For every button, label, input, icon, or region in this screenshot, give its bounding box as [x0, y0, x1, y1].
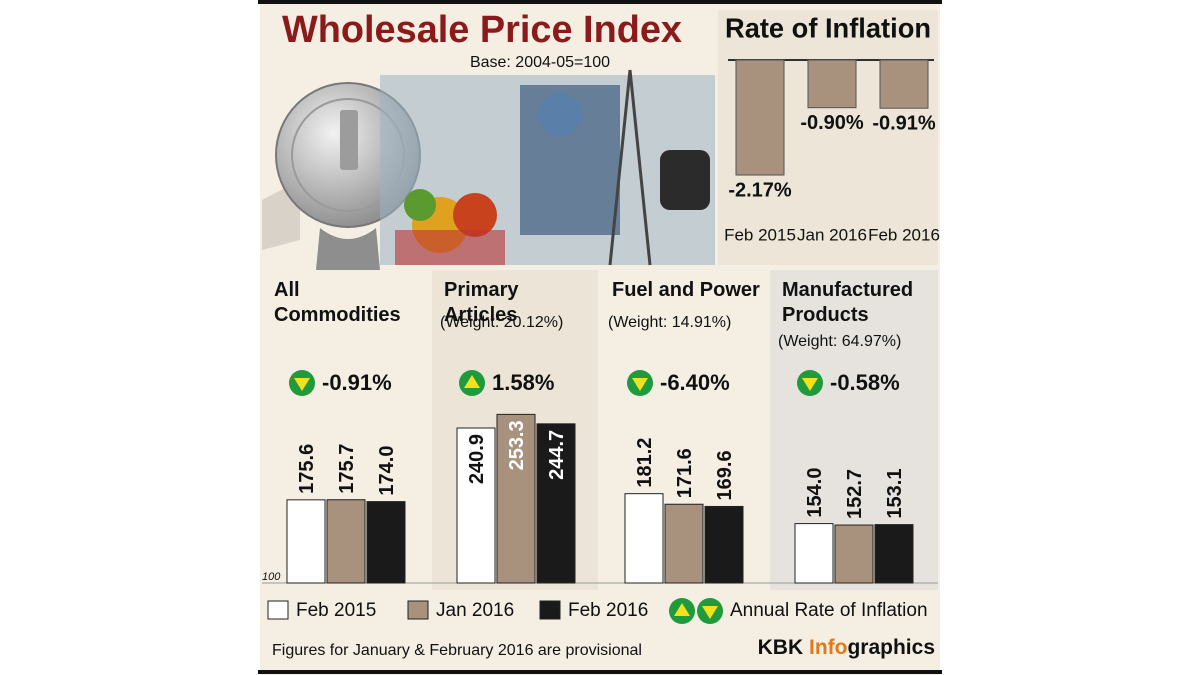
legend-swatch — [267, 600, 289, 620]
group-title: Primary Articles — [444, 279, 519, 326]
value-label: 153.1 — [884, 469, 906, 519]
credit-highlight: Info — [809, 636, 847, 659]
value-label: 174.0 — [376, 446, 398, 496]
group-title: All Commodities — [274, 279, 401, 326]
legend-label: Feb 2015 — [296, 600, 376, 621]
footnote: Figures for January & February 2016 are … — [272, 642, 642, 659]
value-label: 175.7 — [336, 444, 358, 494]
title: Wholesale Price Index — [282, 9, 682, 51]
group-weight: (Weight: 64.97%) — [778, 333, 902, 350]
value-label: 154.0 — [804, 468, 826, 518]
illustration — [262, 69, 715, 270]
value-label: -0.91% — [872, 113, 936, 135]
value-label: 169.6 — [714, 450, 736, 500]
legend-label: Annual Rate of Inflation — [730, 600, 928, 621]
bar — [326, 499, 366, 584]
change-arrow — [797, 370, 823, 396]
credit: KBK Infographics — [758, 636, 935, 659]
bar — [496, 413, 536, 584]
value-label: 244.7 — [546, 430, 568, 480]
arrow-triangle — [674, 603, 690, 616]
value-label: 152.7 — [844, 469, 866, 519]
bar — [456, 427, 496, 584]
legend-arrow-up — [669, 598, 695, 624]
value-label: 171.6 — [674, 448, 696, 498]
value-label: -2.17% — [728, 179, 792, 201]
x-tick-label: Jan 2016 — [797, 225, 867, 244]
credit-rest: graphics — [847, 636, 935, 659]
y-tick-label: 100 — [262, 571, 281, 583]
bar — [624, 493, 664, 584]
change-arrow — [459, 370, 485, 396]
x-tick-label: Feb 2015 — [724, 225, 796, 244]
legend-arrow-down — [697, 598, 723, 624]
bar — [735, 59, 785, 176]
group-weight: (Weight: 14.91%) — [608, 314, 732, 331]
value-label: 240.9 — [466, 434, 488, 484]
bar — [664, 503, 704, 584]
legend-label: Jan 2016 — [436, 600, 514, 621]
change-label: -6.40% — [660, 370, 730, 395]
value-label: -0.90% — [800, 112, 864, 134]
bar — [879, 59, 929, 109]
value-label: 181.2 — [634, 438, 656, 488]
group-title: Fuel and Power — [612, 279, 760, 301]
x-tick-label: Feb 2016 — [868, 225, 940, 244]
bar — [807, 59, 857, 109]
change-label: -0.91% — [322, 370, 392, 395]
credit-brand: KBK — [758, 636, 804, 659]
change-label: 1.58% — [492, 370, 554, 395]
bar — [366, 501, 406, 584]
bar — [536, 423, 576, 584]
change-arrow — [627, 370, 653, 396]
arrow-triangle — [464, 375, 480, 388]
group-title: Manufactured Products — [782, 279, 914, 326]
value-label: 253.3 — [506, 420, 528, 470]
group-weight: (Weight: 20.12%) — [440, 314, 564, 331]
bar — [874, 524, 914, 584]
change-label: -0.58% — [830, 370, 900, 395]
legend-label: Feb 2016 — [568, 600, 648, 621]
bar — [834, 524, 874, 584]
arrow-triangle — [294, 378, 310, 391]
change-arrow — [289, 370, 315, 396]
bar — [794, 523, 834, 584]
subtitle: Base: 2004-05=100 — [470, 54, 610, 71]
inflation-title: Rate of Inflation — [725, 12, 931, 43]
arrow-triangle — [802, 378, 818, 391]
bar — [286, 499, 326, 584]
bar — [704, 505, 744, 584]
arrow-triangle — [702, 606, 718, 619]
value-label: 175.6 — [296, 444, 318, 494]
legend-swatch — [407, 600, 429, 620]
legend-swatch — [539, 600, 561, 620]
arrow-triangle — [632, 378, 648, 391]
